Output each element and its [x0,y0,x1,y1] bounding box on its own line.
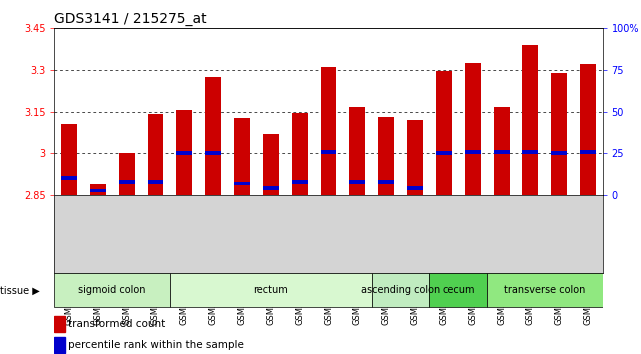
Bar [378,181,394,184]
Bar [522,150,538,154]
Bar [292,181,308,184]
Bar [61,176,77,180]
Text: tissue ▶: tissue ▶ [0,285,40,295]
Bar [487,273,603,307]
Bar [54,316,65,332]
Text: transformed count: transformed count [68,319,165,330]
Bar [436,151,452,155]
Bar [90,189,106,192]
Text: ascending colon: ascending colon [361,285,440,295]
Bar [349,181,365,184]
Bar [407,120,423,195]
Bar [551,73,567,195]
Bar [292,113,308,195]
Bar [436,71,452,195]
Bar [522,45,538,195]
Bar [176,110,192,195]
Bar [61,124,77,195]
Bar [176,151,192,155]
Bar [494,150,510,154]
Bar [320,150,337,154]
Bar [90,184,106,195]
Bar [54,273,170,307]
Bar [372,273,429,307]
Bar [349,107,365,195]
Bar [119,181,135,184]
Bar [147,114,163,195]
Text: percentile rank within the sample: percentile rank within the sample [68,340,244,350]
Bar [320,67,337,195]
Bar [234,182,250,185]
Bar [170,273,372,307]
Bar [147,181,163,184]
Bar [119,153,135,195]
Bar [205,151,221,155]
Text: cecum: cecum [442,285,474,295]
Bar [465,63,481,195]
Bar [234,119,250,195]
Bar [465,150,481,154]
Text: sigmoid colon: sigmoid colon [78,285,146,295]
Text: rectum: rectum [253,285,288,295]
Bar [54,337,65,353]
Bar [580,150,596,154]
Text: transverse colon: transverse colon [504,285,585,295]
Bar [263,186,279,190]
Bar [407,186,423,190]
Bar [551,151,567,155]
Bar [205,77,221,195]
Bar [580,64,596,195]
Text: GDS3141 / 215275_at: GDS3141 / 215275_at [54,12,207,26]
Bar [378,117,394,195]
Bar [263,134,279,195]
Bar [494,107,510,195]
Bar [429,273,487,307]
